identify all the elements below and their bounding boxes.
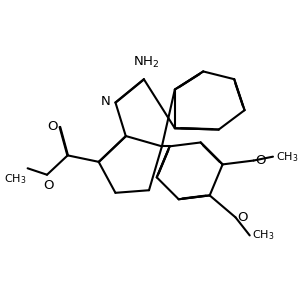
Text: O: O	[237, 211, 247, 224]
Text: O: O	[255, 154, 265, 167]
Text: O: O	[47, 121, 57, 133]
Text: N: N	[101, 95, 110, 108]
Text: CH$_3$: CH$_3$	[252, 228, 275, 242]
Text: NH$_2$: NH$_2$	[133, 55, 160, 70]
Text: CH$_3$: CH$_3$	[275, 150, 298, 164]
Text: O: O	[43, 178, 54, 191]
Text: CH$_3$: CH$_3$	[4, 172, 26, 186]
